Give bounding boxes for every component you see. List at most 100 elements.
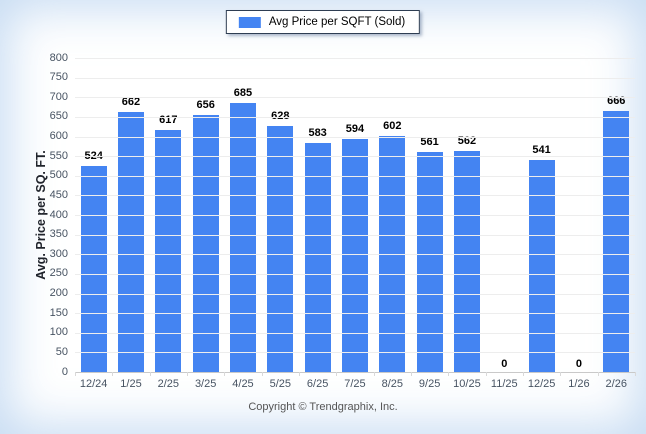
bar-value-label: 617	[159, 113, 178, 126]
bar	[229, 103, 256, 372]
x-axis-tick-mark	[373, 372, 375, 376]
y-axis-tick-label: 750	[49, 71, 68, 84]
bar-value-label: 0	[575, 358, 582, 370]
bar-value-label: 0	[501, 358, 508, 370]
bar-value-label: 541	[532, 143, 551, 156]
bar-slot: 541	[523, 58, 560, 372]
x-axis-tick-mark	[560, 372, 562, 376]
x-axis-tick-mark	[299, 372, 300, 376]
x-axis-tick-mark	[261, 372, 263, 376]
bar-value-label: 583	[308, 127, 327, 140]
x-axis-tick-label: 9/25	[418, 378, 441, 390]
x-axis-tick-mark	[149, 372, 151, 376]
gridline	[75, 97, 635, 99]
bar	[416, 151, 443, 372]
gridline	[75, 195, 635, 197]
gridline	[75, 332, 635, 334]
legend-box: Avg Price per SQFT (Sold)	[225, 10, 421, 34]
y-axis-tick-labels: 0 50 100 150 200 250 300 350 400 450 500 550 600 650 7…	[0, 0, 68, 434]
y-axis-tick-label: 650	[49, 110, 68, 123]
bar-value-label: 602	[383, 119, 402, 132]
gridline	[75, 273, 635, 275]
x-axis-tick-mark	[411, 372, 412, 376]
bar-slot: 602	[374, 58, 411, 372]
x-axis-tick-label: 10/25	[453, 378, 481, 390]
bar	[341, 138, 368, 372]
x-axis-tick-mark	[635, 372, 636, 376]
x-axis-tick-label: 7/25	[344, 378, 366, 390]
bar-value-label: 662	[121, 96, 141, 109]
x-axis-tick-mark	[187, 372, 188, 376]
x-axis-tick-label: 2/25	[157, 378, 180, 390]
gridline	[75, 116, 635, 118]
gridline	[75, 313, 635, 315]
bar-slot: 0	[486, 58, 523, 372]
bar-slot: 662	[112, 58, 149, 372]
x-axis-tick-label: 5/25	[269, 378, 292, 390]
bar-slot: 685	[224, 58, 261, 372]
y-axis-tick-label: 400	[49, 208, 68, 221]
x-axis-tick-label: 3/25	[194, 378, 217, 390]
y-axis-tick-label: 100	[49, 326, 68, 339]
gridline	[75, 352, 635, 354]
y-axis-tick-label: 450	[49, 188, 68, 201]
x-axis-tick-mark	[224, 372, 226, 376]
gridline	[75, 254, 635, 256]
bar	[453, 151, 480, 372]
legend-swatch	[238, 16, 261, 28]
y-axis-tick-label: 350	[49, 228, 68, 241]
footer-copyright: Copyright © Trendgraphix, Inc.	[248, 401, 398, 413]
bar	[528, 159, 555, 372]
bar-series: 524 662 617 656 685 628 583 594 602 561 562 0 541 0 66…	[75, 58, 635, 372]
x-axis-tick-mark	[523, 372, 524, 376]
x-axis-tick-label: 4/25	[232, 378, 254, 390]
x-axis-tick-label: 8/25	[381, 378, 403, 390]
y-axis-tick-label: 300	[49, 247, 68, 260]
bar	[192, 114, 219, 372]
bar	[304, 143, 331, 372]
x-axis-tick-label: 2/26	[605, 378, 627, 390]
x-axis-tick-mark	[336, 372, 338, 376]
y-axis-tick-label: 800	[49, 51, 68, 64]
plot-area: 524 662 617 656 685 628 583 594 602 561 562 0 541 0 66…	[75, 58, 636, 376]
bar	[603, 110, 630, 372]
x-axis-tick-label: 12/24	[79, 378, 108, 390]
gridline	[75, 58, 635, 59]
bar-value-label: 666	[607, 94, 626, 107]
y-axis-tick-label: 550	[49, 149, 68, 162]
x-axis-tick-label: 12/25	[527, 378, 556, 390]
bar	[267, 125, 294, 372]
y-axis-tick-label: 250	[49, 267, 68, 280]
y-axis-tick-label: 500	[49, 169, 68, 182]
x-axis-tick-mark	[112, 372, 114, 376]
x-axis-tick-label: 1/26	[568, 378, 590, 390]
gridline	[75, 136, 635, 138]
gridline	[75, 234, 635, 236]
gridline	[75, 215, 635, 216]
bar-slot: 628	[262, 58, 299, 372]
x-axis-tick-mark	[75, 372, 76, 376]
bar-value-label: 685	[233, 87, 253, 100]
gridline	[75, 156, 635, 158]
x-axis-baseline	[75, 372, 635, 373]
x-axis-tick-label: 1/25	[120, 378, 142, 390]
bar-slot: 617	[150, 58, 187, 372]
bar	[379, 135, 406, 372]
y-axis-tick-label: 700	[49, 90, 68, 103]
y-axis-tick-label: 150	[49, 306, 68, 319]
x-axis-tick-mark	[597, 372, 599, 376]
bar-slot: 562	[448, 58, 485, 372]
y-axis-tick-label: 600	[49, 130, 68, 142]
gridline	[75, 293, 635, 295]
x-axis-tick-labels: 12/24 1/25 2/25 3/25 4/25 5/25 6/25 7/25 8/25 9/2…	[75, 378, 635, 390]
bar-value-label: 561	[420, 135, 439, 148]
bar-value-label: 562	[457, 135, 477, 148]
x-axis-tick-label: 6/25	[306, 378, 329, 390]
bar-value-label: 594	[345, 122, 365, 135]
gridline	[75, 77, 635, 79]
x-axis-tick-label: 11/25	[490, 378, 518, 390]
bar-slot: 666	[598, 58, 635, 372]
y-axis-tick-label: 50	[55, 345, 68, 358]
bar-value-label: 656	[196, 98, 215, 111]
